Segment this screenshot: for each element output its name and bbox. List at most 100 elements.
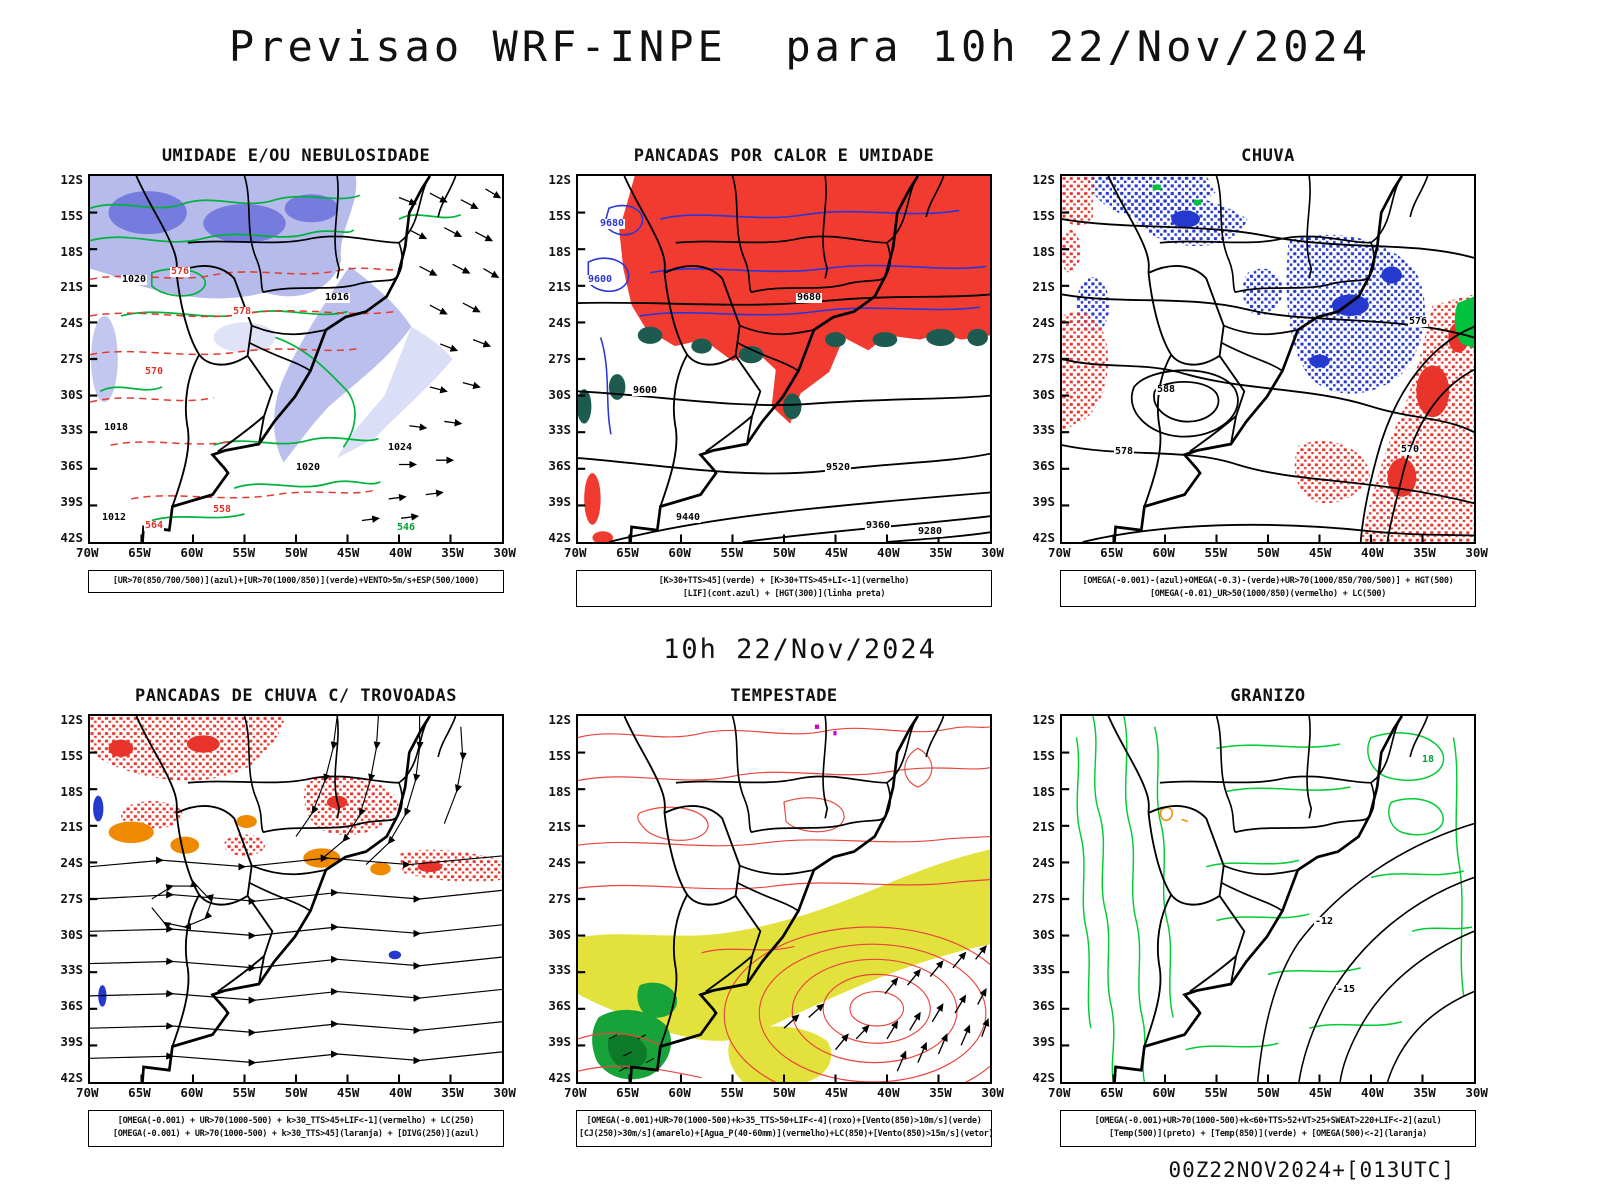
purple-storm-mark [814,724,820,729]
lon-tick-label: 70W [76,1085,99,1100]
map-svg-trovoadas [90,716,502,1082]
contour-label: 576 [1407,316,1429,327]
map-svg-tempestade [578,716,990,1082]
lon-tick-label: 70W [76,545,99,560]
map-pancadas-calor: 9680 9600 9520 9440 9360 9280 9680 9600 [576,174,992,544]
lat-tick-label: 15S [1032,207,1055,223]
caption-line: [OMEGA(-0.001)+UR>70(1000-500)+k<60+TTS>… [1094,1115,1442,1126]
lat-tick-label: 36S [548,998,571,1013]
wind-arrows [361,188,502,523]
lon-tick-label: 30W [493,1085,516,1100]
lat-tick-label: 15S [548,747,571,763]
caption-box: [K>30+TTS>45](verde) + [K>30+TTS>45+LI<-… [576,569,992,607]
panel-chuva: CHUVA 12S 15S 18S 21S 24S 27S 30S 33S 36S 39S 42S [1022,146,1488,607]
lat-tick-label: 39S [1032,493,1055,509]
lon-tick-label: 60W [180,1085,203,1100]
lon-tick-label: 45W [824,545,848,560]
caption-line: [K>30+TTS>45](verde) + [K>30+TTS>45+LI<-… [658,575,910,586]
map-svg-pancadas-calor [578,176,990,542]
lat-tick-label: 30S [60,386,83,402]
lat-tick-label: 33S [548,422,571,438]
lon-tick-label: 50W [1256,1085,1280,1100]
contour-label: 9680 [598,218,626,229]
caption-box: [OMEGA(-0.001)+UR>70(1000-500)+k<60+TTS>… [1060,1109,1476,1147]
panel-title: TEMPESTADE [730,686,838,706]
contour-label: -15 [1335,984,1357,995]
humidity-shading [90,176,453,463]
lat-tick-label: 30S [60,926,83,942]
lon-tick-label: 70W [1048,1085,1071,1100]
lat-tick-label: 15S [548,207,571,223]
lat-tick-label: 18S [548,243,571,259]
lat-tick-label: 15S [60,207,83,223]
longitude-axis: 70W 65W 60W 55W 50W 45W 40W 35W 30W [1048,1085,1488,1100]
lon-tick-label: 55W [232,1085,256,1100]
streamlines [90,716,502,1067]
contour-label: 578 [231,306,253,317]
lat-tick-label: 30S [548,926,571,942]
lat-tick-label: 30S [548,386,571,402]
map-svg-granizo [1062,716,1474,1082]
lon-tick-label: 60W [1152,545,1175,560]
contour-label: -12 [1313,916,1335,927]
panel-title: PANCADAS POR CALOR E UMIDADE [633,146,935,166]
latitude-axis: 12S 15S 18S 21S 24S 27S 30S 33S 36S 39S 42S [538,713,576,1084]
lat-tick-label: 21S [548,279,571,295]
contour-label: 18 [1420,754,1436,765]
map-trovoadas [88,714,504,1084]
contour-label: 1024 [386,442,414,453]
lat-tick-label: 15S [60,747,83,763]
caption-line: [OMEGA(-0.001)-(azul)+OMEGA(-0.3)-(verde… [1082,575,1454,586]
panel-pancadas-calor: PANCADAS POR CALOR E UMIDADE 12S 15S 18S 21… [538,146,1004,607]
longitude-axis: 70W 65W 60W 55W 50W 45W 40W 35W 30W [1048,545,1488,560]
lon-tick-label: 35W [441,1085,464,1100]
lon-tick-label: 30W [981,545,1004,560]
heat-shower-regions [578,176,990,542]
lat-tick-label: 18S [1032,243,1055,259]
orange-omega-contours [1159,806,1188,823]
lat-tick-label: 18S [60,243,83,259]
lat-tick-label: 27S [548,890,571,906]
lon-tick-label: 65W [616,545,639,560]
lat-tick-label: 36S [60,998,83,1013]
run-info-footer: 00Z22NOV2024+[013UTC] [1168,1158,1455,1182]
lat-tick-label: 24S [1032,315,1055,330]
rain-regions [1062,176,1474,542]
lat-tick-label: 42S [60,529,83,545]
caption-line: [UR>70(850/700/500)](azul)+[UR>70(1000/8… [112,575,480,586]
caption-box: [OMEGA(-0.001)+UR>70(1000-500)+k>35_TTS>… [576,1109,992,1147]
lifted-index-contours [587,204,986,435]
lat-tick-label: 39S [60,1033,83,1049]
lon-tick-label: 30W [981,1085,1004,1100]
caption-line: [Temp(500)](preto) + [Temp(850)](verde) … [1109,1129,1427,1140]
lon-tick-label: 45W [336,545,360,560]
latitude-axis: 12S 15S 18S 21S 24S 27S 30S 33S 36S 39S 42S [50,713,88,1085]
panel-title: UMIDADE E/OU NEBULOSIDADE [161,146,431,166]
lon-tick-label: 45W [336,1085,360,1100]
lat-tick-label: 33S [1032,422,1055,438]
longitude-axis: 70W 65W 60W 55W 50W 45W 40W 35W 30W [564,1085,1004,1100]
lat-tick-label: 21S [548,819,571,835]
contour-label: 9680 [795,292,823,303]
lat-tick-label: 27S [60,890,83,906]
contour-label: 9360 [864,520,892,531]
contour-label: 9600 [586,274,614,285]
contour-label: 1016 [323,292,351,303]
lon-tick-label: 55W [720,1085,744,1100]
lat-tick-label: 39S [548,493,571,509]
lat-tick-label: 27S [548,350,571,366]
lon-tick-label: 50W [1256,545,1280,560]
contour-label: 588 [1155,384,1177,395]
lat-tick-label: 39S [548,1033,571,1049]
lat-tick-label: 12S [1032,712,1055,727]
lat-tick-label: 18S [1032,783,1055,799]
lat-tick-label: 42S [60,1069,83,1085]
contour-label: 576 [169,266,191,277]
panel-title: GRANIZO [1230,686,1306,706]
panel-tempestade: TEMPESTADE 12S 15S 18S 21S 24S 27S 30S 33S 36S 39… [538,686,1004,1147]
lat-tick-label: 36S [1032,998,1055,1013]
contour-label: 9600 [631,385,659,396]
lat-tick-label: 21S [1032,819,1055,835]
contour-label: 9440 [674,512,702,523]
lat-tick-label: 42S [548,529,571,545]
